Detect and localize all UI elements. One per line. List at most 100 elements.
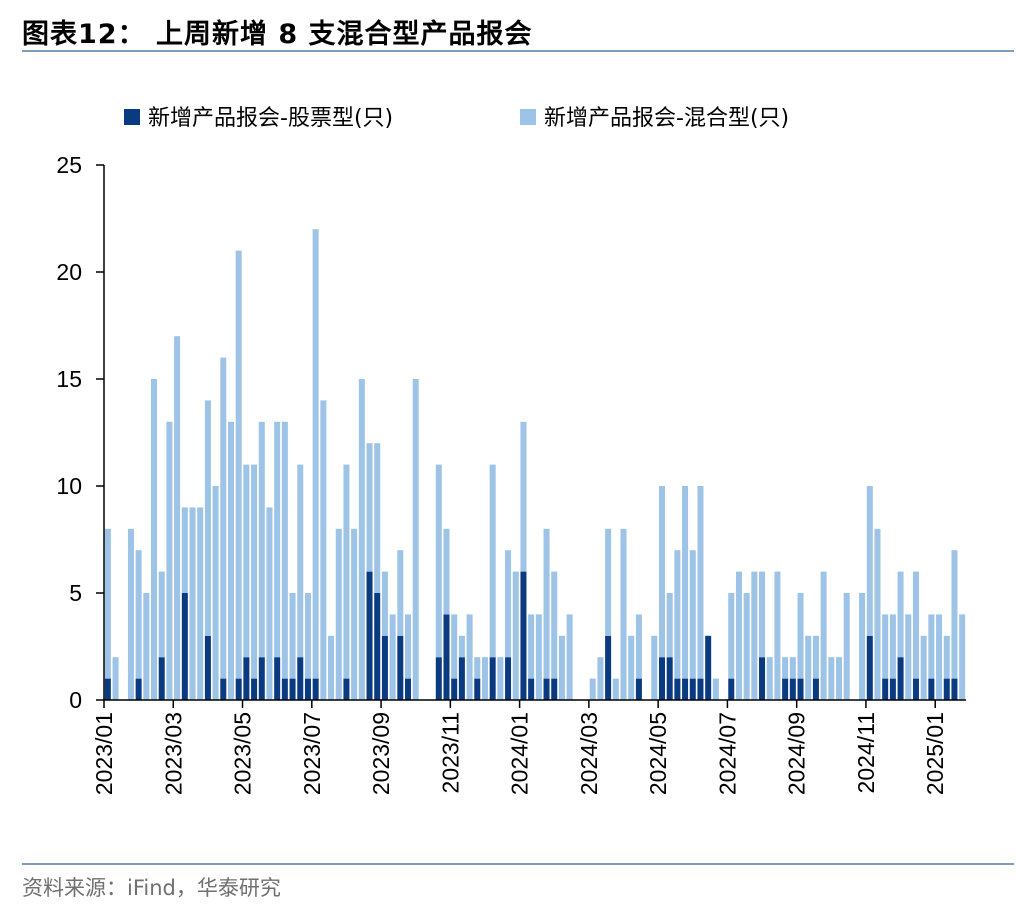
bar-mixed [874, 528, 881, 700]
bar-mixed [836, 657, 843, 700]
bar-mixed [566, 614, 573, 700]
bar-equity [204, 635, 211, 700]
bar-mixed [297, 464, 304, 658]
bar-mixed [505, 550, 512, 658]
bar-mixed [266, 507, 273, 700]
bar-mixed [597, 657, 604, 700]
bar-equity [281, 678, 288, 700]
source-note: 资料来源：iFind，华泰研究 [22, 876, 281, 900]
bar-equity [520, 571, 527, 700]
bar-mixed [543, 528, 550, 679]
bar-mixed [343, 464, 350, 679]
bar-mixed [335, 528, 342, 700]
bar-mixed [320, 400, 327, 700]
bar-equity [866, 635, 873, 700]
bar-mixed [666, 593, 673, 658]
bar-mixed [951, 550, 958, 679]
bar-mixed [728, 593, 735, 679]
bar-mixed [328, 635, 335, 700]
bar-mixed [528, 614, 535, 679]
axes: 0 5 10 15 20 25 2023/01 2023/03 2023/05 2023/07 20… [56, 152, 966, 795]
bar-mixed [166, 421, 173, 700]
bar-mixed [443, 528, 450, 615]
bar-equity [605, 635, 612, 700]
bar-mixed [658, 486, 665, 658]
bar-mixed [381, 571, 388, 636]
bar-equity [366, 571, 373, 700]
bar-mixed [859, 593, 866, 700]
bar-equity [135, 678, 142, 700]
bar-mixed [612, 678, 619, 700]
bar-mixed [289, 593, 296, 679]
bar-equity [759, 657, 766, 700]
bar-mixed [882, 614, 889, 679]
bar-mixed [112, 657, 119, 700]
stacked-bar-chart: 新增产品报会-股票型(只) 新增产品报会-混合型(只) 0 5 10 15 20 25 20… [56, 106, 966, 795]
x-tick-label: 2024/07 [714, 712, 740, 795]
bar-mixed [697, 486, 704, 679]
bar-mixed [104, 528, 111, 679]
bar-equity [551, 678, 558, 700]
bar-mixed [366, 443, 373, 572]
bar-equity [243, 657, 250, 700]
bar-equity [658, 657, 665, 700]
bar-mixed [712, 678, 719, 700]
x-tick-label: 2024/01 [507, 712, 533, 795]
bar-mixed [805, 635, 812, 700]
bar-mixed [474, 657, 481, 679]
bar-mixed [435, 464, 442, 658]
bar-mixed [281, 421, 288, 679]
bar-mixed [135, 550, 142, 679]
bar-mixed [628, 635, 635, 700]
x-tick-label: 2023/07 [299, 712, 325, 795]
bar-equity [374, 593, 381, 700]
bar-equity [943, 678, 950, 700]
bar-equity [543, 678, 550, 700]
bar-mixed [151, 379, 158, 700]
legend-label-equity: 新增产品报会-股票型(只) [148, 106, 393, 131]
bar-equity [705, 635, 712, 700]
x-tick-label: 2023/05 [230, 712, 256, 795]
bar-equity [458, 657, 465, 700]
bar-mixed [789, 657, 796, 679]
bar-mixed [158, 571, 165, 658]
y-tick-label: 0 [69, 687, 82, 713]
bar-mixed [936, 614, 943, 700]
bar-equity [397, 635, 404, 700]
bar-equity [528, 678, 535, 700]
y-tick-label: 5 [69, 580, 82, 606]
bar-equity [312, 678, 319, 700]
bar-equity [697, 678, 704, 700]
bar-mixed [751, 571, 758, 700]
bar-mixed [682, 486, 689, 679]
bar-mixed [759, 571, 766, 658]
bar-equity [797, 678, 804, 700]
y-tick-label: 15 [56, 366, 82, 392]
bar-mixed [304, 593, 311, 679]
bar-equity [789, 678, 796, 700]
legend-swatch-equity [124, 109, 140, 125]
y-tick-label: 25 [56, 152, 82, 178]
bar-mixed [905, 614, 912, 700]
bar-mixed [197, 507, 204, 700]
x-tick-label: 2023/09 [368, 712, 394, 795]
bar-mixed [589, 678, 596, 700]
bar-mixed [127, 528, 134, 700]
bar-mixed [397, 550, 404, 636]
y-tick-label: 10 [56, 473, 82, 499]
bar-equity [343, 678, 350, 700]
y-tick-label: 20 [56, 259, 82, 285]
bar-mixed [928, 614, 935, 679]
bar-equity [304, 678, 311, 700]
x-tick-label: 2023/11 [437, 712, 463, 793]
bar-mixed [766, 657, 773, 700]
bar-mixed [812, 635, 819, 679]
bar-mixed [497, 657, 504, 700]
bar-mixed [651, 635, 658, 700]
bar-mixed [920, 635, 927, 700]
bar-equity [689, 678, 696, 700]
bar-equity [443, 614, 450, 700]
bar-mixed [220, 357, 227, 679]
bar-equity [882, 678, 889, 700]
bar-equity [682, 678, 689, 700]
